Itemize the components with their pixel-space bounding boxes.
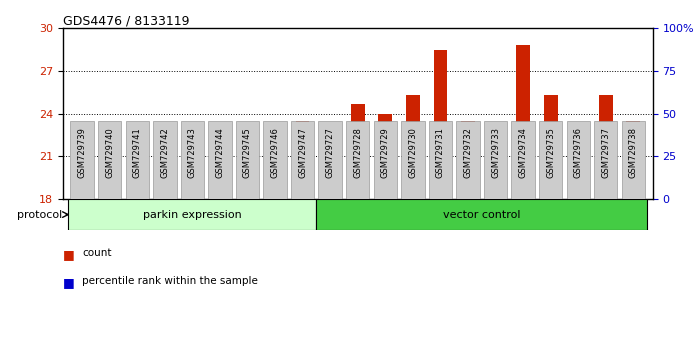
Point [600, 151, 611, 156]
Text: parkin expression: parkin expression [143, 210, 242, 219]
Point [462, 154, 473, 159]
Bar [544, 95, 558, 199]
Text: GSM729728: GSM729728 [353, 127, 362, 178]
Bar [456, 121, 480, 199]
Bar [131, 138, 144, 199]
Bar [318, 121, 342, 199]
Bar [75, 175, 89, 199]
Bar [429, 121, 452, 199]
Bar [512, 121, 535, 199]
Text: GSM729741: GSM729741 [133, 127, 142, 178]
Point [77, 166, 88, 172]
Bar [103, 173, 117, 199]
Text: GSM729747: GSM729747 [298, 127, 307, 178]
Point [407, 149, 418, 154]
Text: GSM729742: GSM729742 [161, 127, 170, 178]
Bar [70, 121, 94, 199]
Text: GSM729739: GSM729739 [77, 127, 87, 178]
Point [242, 159, 253, 165]
Text: GSM729737: GSM729737 [601, 127, 610, 178]
Text: count: count [82, 248, 112, 258]
Bar [401, 121, 424, 199]
Bar [594, 121, 618, 199]
Bar [268, 149, 282, 199]
Point [325, 152, 336, 158]
Text: ■: ■ [63, 276, 79, 289]
Bar [572, 147, 585, 199]
Point [187, 159, 198, 165]
Text: GDS4476 / 8133119: GDS4476 / 8133119 [63, 14, 189, 27]
Text: GSM729744: GSM729744 [216, 127, 225, 178]
Bar [378, 114, 392, 199]
Text: vector control: vector control [443, 210, 521, 219]
Text: ■: ■ [63, 248, 79, 261]
Bar [484, 121, 507, 199]
Bar [461, 121, 475, 199]
Text: GSM729733: GSM729733 [491, 127, 500, 178]
Point [297, 159, 309, 165]
Text: GSM729727: GSM729727 [326, 127, 334, 178]
Bar [291, 121, 314, 199]
Bar [373, 121, 397, 199]
Bar [517, 45, 530, 199]
Bar [186, 190, 199, 199]
Point [572, 152, 584, 158]
Point [435, 147, 446, 152]
Point [545, 149, 556, 155]
Text: GSM729731: GSM729731 [436, 127, 445, 178]
Point [132, 154, 143, 159]
Bar [626, 121, 640, 199]
Bar [153, 121, 177, 199]
Bar [126, 121, 149, 199]
Point [269, 158, 281, 164]
Bar [316, 199, 647, 230]
Point [628, 151, 639, 156]
Text: GSM729734: GSM729734 [519, 127, 528, 178]
Point [517, 148, 528, 154]
Point [352, 151, 364, 156]
Point [490, 155, 501, 161]
Point [380, 151, 391, 156]
Text: percentile rank within the sample: percentile rank within the sample [82, 276, 258, 286]
Bar [213, 198, 227, 199]
Point [214, 159, 225, 165]
Text: GSM729736: GSM729736 [574, 127, 583, 178]
Text: GSM729735: GSM729735 [546, 127, 555, 178]
Bar [181, 121, 204, 199]
Text: GSM729732: GSM729732 [463, 127, 473, 178]
Text: GSM729745: GSM729745 [243, 127, 252, 178]
Bar [208, 121, 232, 199]
Bar [236, 121, 259, 199]
Text: protocol: protocol [17, 210, 63, 219]
Bar [433, 50, 447, 199]
Point [159, 155, 170, 161]
Bar [323, 138, 337, 199]
Bar [296, 121, 309, 199]
Bar [567, 121, 590, 199]
Text: GSM729746: GSM729746 [271, 127, 279, 178]
Bar [406, 95, 419, 199]
Text: GSM729738: GSM729738 [629, 127, 638, 178]
Bar [68, 199, 316, 230]
Point [104, 166, 115, 172]
Bar [263, 121, 287, 199]
Text: GSM729729: GSM729729 [381, 127, 389, 178]
Bar [241, 147, 254, 199]
Bar [622, 121, 645, 199]
Text: GSM729743: GSM729743 [188, 127, 197, 178]
Bar [599, 95, 613, 199]
Bar [351, 104, 364, 199]
Text: GSM729740: GSM729740 [105, 127, 114, 178]
Bar [98, 121, 121, 199]
Text: GSM729730: GSM729730 [408, 127, 417, 178]
Bar [158, 139, 172, 199]
Bar [539, 121, 563, 199]
Bar [489, 147, 503, 199]
Bar [346, 121, 369, 199]
